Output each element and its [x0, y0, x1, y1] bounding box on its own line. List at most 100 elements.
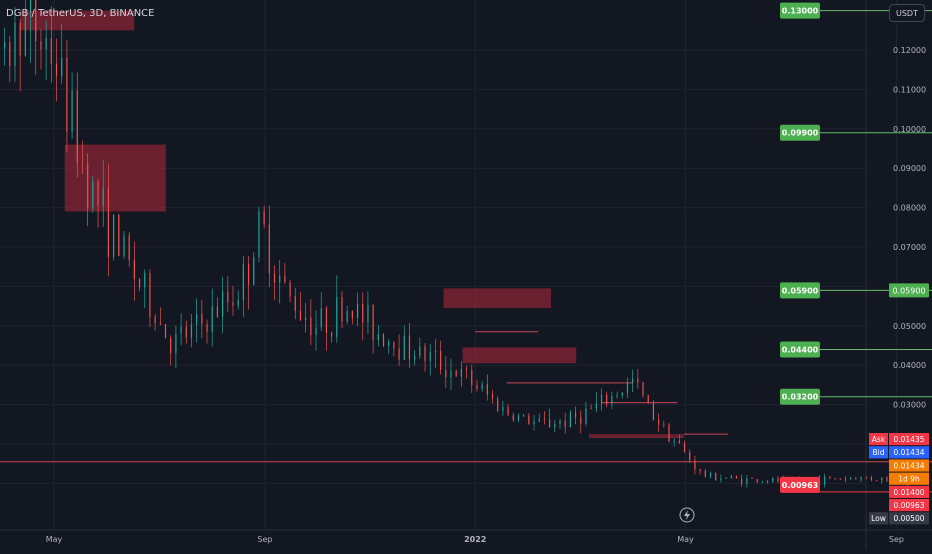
- candle-body: [741, 478, 742, 483]
- candle-body: [565, 421, 566, 427]
- candle-body: [40, 41, 41, 49]
- target-label: 0.04400: [782, 345, 819, 354]
- candle-body: [71, 91, 72, 132]
- quote-value: 0.01400: [893, 488, 924, 497]
- candle-body: [305, 318, 306, 320]
- candle-body: [4, 42, 5, 49]
- target-label: 0.13000: [782, 7, 819, 16]
- candle-body: [227, 291, 228, 302]
- price-tick-label: 0.09000: [893, 164, 926, 173]
- candle-body: [715, 473, 716, 480]
- candle-body: [118, 215, 119, 256]
- candle-body: [14, 23, 15, 66]
- candle-body: [134, 260, 135, 279]
- candle-body: [829, 477, 830, 478]
- candle-body: [383, 334, 384, 346]
- candle-body: [487, 384, 488, 394]
- candle-body: [279, 276, 280, 283]
- candle-body: [66, 58, 67, 132]
- candle-body: [155, 317, 156, 323]
- candle-body: [507, 407, 508, 415]
- candle-body: [77, 91, 78, 163]
- candle-body: [725, 478, 726, 479]
- price-tick-label: 0.07000: [893, 243, 926, 252]
- candle-body: [575, 412, 576, 417]
- candle-body: [61, 58, 62, 76]
- candle-body: [834, 478, 835, 479]
- candle-body: [175, 334, 176, 354]
- candle-body: [559, 421, 560, 424]
- candle-body: [492, 394, 493, 398]
- candle-body: [217, 307, 218, 317]
- time-tick-label: Sep: [257, 535, 272, 544]
- candle-body: [668, 424, 669, 441]
- candle-body: [341, 297, 342, 322]
- candle-body: [866, 477, 867, 478]
- candle-body: [409, 335, 410, 359]
- time-axis[interactable]: MaySep2022MaySep2023MaySep2024MaySep2025…: [46, 535, 932, 544]
- target-label: 0.09900: [782, 129, 819, 138]
- candle-body: [886, 478, 887, 481]
- candle-body: [570, 412, 571, 427]
- candle-body: [92, 181, 93, 208]
- candle-body: [440, 351, 441, 370]
- quote-value: 0.01434: [893, 461, 924, 470]
- candle-body: [295, 296, 296, 311]
- candle-body: [362, 304, 363, 322]
- candle-body: [502, 407, 503, 411]
- candle-body: [56, 64, 57, 76]
- candle-body: [180, 327, 181, 334]
- candle-body: [258, 211, 259, 257]
- candle-body: [705, 471, 706, 477]
- candle-body: [746, 478, 747, 483]
- price-axis-marker-label: 0.05900: [892, 286, 925, 295]
- candles: [0, 0, 932, 499]
- candle-body: [414, 356, 415, 360]
- candle-body: [648, 395, 649, 402]
- candle-body: [533, 421, 534, 423]
- candle-body: [253, 257, 254, 285]
- price-tick-label: 0.08000: [893, 204, 926, 213]
- candle-body: [689, 452, 690, 460]
- lightning-icon-glyph: [684, 510, 690, 520]
- candle-body: [653, 403, 654, 420]
- candle-body: [471, 370, 472, 385]
- quote-tag-label: Low: [871, 514, 886, 523]
- candle-body: [762, 482, 763, 483]
- candle-body: [321, 308, 322, 327]
- candle-body: [528, 415, 529, 423]
- candle-body: [845, 479, 846, 480]
- quote-value: 1d 9h: [898, 475, 920, 484]
- candle-body: [601, 395, 602, 404]
- candle-body: [149, 273, 150, 317]
- candle-body: [736, 476, 737, 478]
- candle-body: [860, 477, 861, 479]
- candle-body: [876, 480, 877, 481]
- candle-body: [201, 314, 202, 325]
- candle-body: [461, 369, 462, 377]
- candle-body: [466, 369, 467, 371]
- candle-body: [378, 334, 379, 340]
- candle-body: [554, 424, 555, 427]
- candle-body: [881, 478, 882, 481]
- candle-body: [632, 379, 633, 383]
- candle-body: [611, 396, 612, 404]
- candle-body: [20, 23, 21, 56]
- candle-body: [310, 318, 311, 335]
- candle-body: [289, 282, 290, 296]
- candle-body: [497, 398, 498, 411]
- candle-body: [767, 482, 768, 483]
- candle-body: [284, 276, 285, 282]
- quote-value: 0.01434: [893, 448, 924, 457]
- candle-body: [139, 279, 140, 287]
- currency-button[interactable]: USDT: [889, 4, 925, 22]
- price-axis[interactable]: 0.120000.110000.100000.090000.080000.070…: [889, 46, 929, 410]
- candle-body: [347, 311, 348, 321]
- candle-body: [580, 417, 581, 423]
- quote-value: 0.00500: [893, 514, 924, 523]
- candle-body: [393, 342, 394, 349]
- candle-body: [232, 302, 233, 306]
